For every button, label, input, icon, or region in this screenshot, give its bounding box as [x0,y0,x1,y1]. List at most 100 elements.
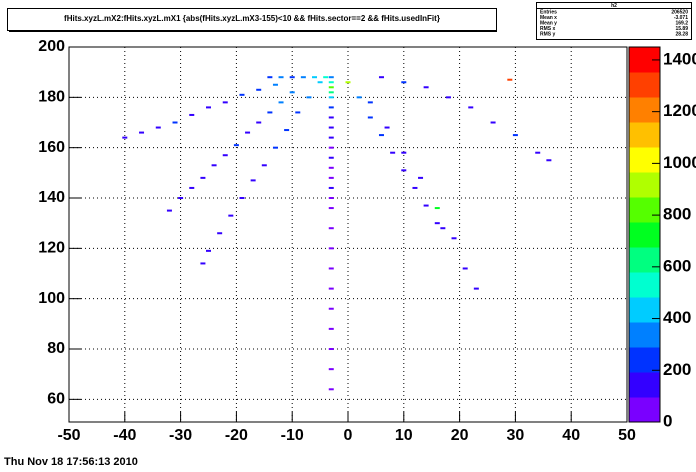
cell [434,222,440,225]
cell [328,267,334,270]
x-tick-label: -40 [113,427,136,444]
z-tick-label: 400 [663,308,691,327]
x-tick-label: 10 [395,427,413,444]
cell [328,81,334,84]
stats-value: -3.071 [674,15,688,21]
cell [390,151,396,154]
cell [267,76,273,79]
cell [546,159,552,162]
cell [328,96,334,99]
cell [245,131,251,134]
cell [423,86,429,89]
palette-band [629,347,660,373]
cell [356,96,362,99]
cell [328,348,334,351]
cell [328,116,334,119]
cell [256,121,262,124]
cell [473,287,479,290]
cell [178,197,184,200]
y-tick-label: 140 [38,189,65,206]
x-tick-label: -20 [225,427,248,444]
cell [278,76,284,79]
cell [451,237,457,240]
cell [328,156,334,159]
cell [211,164,217,167]
cell [256,88,262,91]
cell [328,136,334,139]
palette-band [629,197,660,223]
palette-band [629,97,660,123]
cell [440,227,446,230]
cell [328,197,334,200]
cell [122,136,128,139]
cell [166,209,172,212]
z-tick-label: 0 [663,411,672,430]
palette-band [629,247,660,273]
palette-band [629,147,660,173]
stats-value: 206520 [671,9,688,15]
y-tick-label: 80 [47,340,65,357]
cell [418,176,424,179]
y-tick-label: 60 [47,391,65,408]
palette-band [629,72,660,98]
title-shadow [9,30,497,32]
cell [289,76,295,79]
stats-label: RMS y [540,31,556,37]
cell [367,101,373,104]
cell [328,247,334,250]
cell [462,267,468,270]
cell [328,146,334,149]
cell [284,129,290,132]
z-tick-label: 1000 [663,153,696,172]
cell [328,368,334,371]
y-tick-label: 200 [38,38,65,55]
cell [401,151,407,154]
palette-frame [628,46,661,423]
cell [507,78,513,81]
cell [206,249,211,252]
palette-band [629,122,660,148]
cell [490,121,496,124]
cell [306,96,312,99]
cell [278,101,284,104]
x-tick-label: 20 [451,427,469,444]
x-tick-label: 40 [562,427,580,444]
cell [312,76,318,79]
x-tick-label: -30 [169,427,192,444]
stats-value: 28.28 [675,31,688,37]
x-tick-label: -50 [57,427,80,444]
cell [233,144,239,147]
cell [328,106,334,109]
cell [222,154,228,157]
cell [328,186,334,189]
palette-band [629,272,660,298]
chart-title: fHits.xyzL.mX2:fHits.xyzL.mX1 {abs(fHits… [64,14,440,23]
cell [401,81,407,84]
x-tick-label: 30 [507,427,525,444]
cell [535,151,541,154]
z-tick-label: 1400 [663,49,696,68]
cell [172,121,178,124]
cell [367,116,373,119]
x-tick-label: 50 [618,427,636,444]
cell [200,262,206,265]
y-tick-label: 100 [38,290,65,307]
cell [239,93,245,96]
cell [328,91,334,94]
cell [468,106,474,109]
cell [328,86,334,89]
cell [323,76,329,79]
y-tick-label: 180 [38,89,65,106]
cell [200,176,206,179]
stats-label: RMS x [540,26,556,32]
cell [328,207,334,210]
cell [401,169,407,172]
cell [434,207,440,210]
cell [317,81,323,84]
cell [328,76,334,79]
z-tick-label: 800 [663,205,691,224]
footer-date: Thu Nov 18 17:56:13 2010 [4,456,138,468]
cell [423,204,429,207]
cell [295,111,301,114]
